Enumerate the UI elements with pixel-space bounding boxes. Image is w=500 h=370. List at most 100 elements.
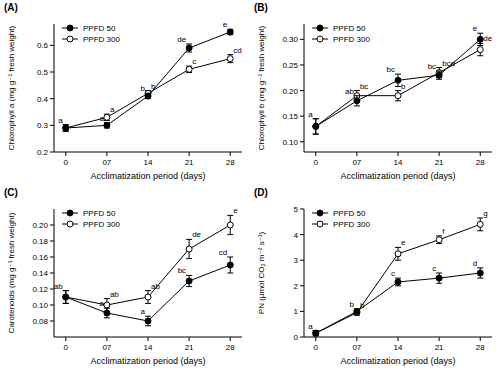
y-tick	[300, 64, 304, 65]
data-point	[395, 279, 401, 285]
panel-label: (C)	[4, 187, 18, 198]
error-bar	[436, 71, 442, 79]
data-point	[436, 237, 442, 243]
error-bar	[145, 291, 151, 304]
error-cap	[186, 286, 192, 287]
legend-marker	[317, 36, 323, 42]
y-tick-label: 0	[294, 333, 299, 342]
y-tick	[300, 234, 304, 235]
letters: abccdaabdee	[58, 20, 241, 124]
legend: PPFD 50PPFD 300	[312, 24, 370, 44]
data-point	[313, 123, 319, 129]
panel: (C)0071421280.080.100.120.140.160.180.20…	[4, 187, 242, 366]
error-bar	[63, 125, 69, 131]
page: {"chart_data": [ {"type": "line", "title…	[0, 0, 500, 370]
significance-letter: bc	[387, 65, 395, 74]
error-cap	[395, 260, 401, 261]
error-bar	[104, 123, 110, 128]
series-line	[316, 39, 481, 126]
error-bar	[436, 236, 442, 244]
error-bar	[186, 275, 192, 286]
legend-marker	[317, 221, 323, 227]
panel: (D)007142128012345Acclimatization period…	[254, 187, 492, 366]
x-tick-label: 07	[352, 158, 361, 167]
y-tick-label: 0.14	[32, 269, 48, 278]
x-axis-label: Acclimatization period (days)	[340, 171, 455, 181]
data-point	[63, 294, 69, 300]
error-bar	[395, 91, 401, 101]
error-cap	[227, 273, 233, 274]
data-point	[63, 125, 69, 131]
data-point	[145, 318, 151, 324]
y-tick-label: 0.4	[37, 95, 49, 104]
significance-letter: b	[349, 300, 354, 309]
figure: (A)0071421280.20.30.40.50.6Acclimatizati…	[0, 0, 500, 370]
x-tick	[398, 337, 399, 341]
y-tick	[300, 116, 304, 117]
legend-label: PPFD 300	[83, 35, 120, 44]
error-cap	[104, 308, 110, 309]
legend-marker	[317, 210, 323, 216]
y-tick-label: 0.18	[32, 237, 48, 246]
legend-marker	[67, 210, 73, 216]
data-point	[477, 221, 483, 227]
error-bar	[145, 93, 151, 98]
x-tick-label: 0	[64, 158, 69, 167]
data-point	[354, 98, 360, 104]
significance-letter: bc	[178, 266, 186, 275]
x-axis-label: Acclimatization period (days)	[90, 356, 205, 366]
data-point	[186, 66, 192, 72]
significance-letter: a	[308, 322, 313, 331]
error-bar	[436, 273, 442, 283]
x-tick	[480, 152, 481, 156]
legend: PPFD 50 PPFD 300	[62, 24, 120, 44]
error-cap	[227, 257, 233, 258]
significance-letter: a	[110, 105, 115, 114]
x-tick-label: 21	[185, 158, 194, 167]
x-tick-label: 07	[102, 158, 111, 167]
error-cap	[477, 230, 483, 231]
x-tick-label: 07	[352, 343, 361, 352]
y-tick-label: 2	[294, 282, 299, 291]
y-tick-label: 4	[294, 231, 299, 240]
y-tick-label: 0.12	[32, 285, 48, 294]
significance-letter: a	[99, 299, 104, 308]
error-cap	[186, 44, 192, 45]
error-bar	[313, 119, 319, 134]
significance-letter: g	[483, 209, 487, 218]
y-tick-label: 5	[294, 205, 299, 214]
data-point	[395, 93, 401, 99]
y-tick	[300, 285, 304, 286]
error-bar	[104, 308, 110, 318]
error-cap	[354, 95, 360, 96]
error-cap	[477, 278, 483, 279]
y-tick-label: 0.6	[37, 41, 49, 50]
y-tick	[50, 152, 54, 153]
x-tick-label: 28	[476, 158, 485, 167]
significance-letter: cd	[219, 248, 227, 257]
error-bar	[313, 331, 319, 336]
legend-marker	[67, 36, 73, 42]
legend-label: PPFD 50	[83, 24, 116, 33]
error-bar	[186, 44, 192, 52]
x-tick	[65, 152, 66, 156]
significance-letter: c	[432, 264, 436, 273]
significance-letter: c	[391, 269, 395, 278]
error-cap	[63, 303, 69, 304]
error-bar	[186, 66, 192, 72]
legend: PPFD 50PPFD 300	[312, 209, 370, 229]
data-point	[395, 251, 401, 257]
x-tick	[439, 337, 440, 341]
data-point	[145, 93, 151, 99]
y-tick	[300, 311, 304, 312]
y-axis-label: PN (µmol CO₂ m⁻² s⁻¹)	[257, 231, 266, 314]
significance-letter: b	[151, 82, 156, 91]
data-point	[436, 72, 442, 78]
error-bar	[227, 55, 233, 63]
error-cap	[63, 303, 69, 304]
error-cap	[436, 283, 442, 284]
series-line	[316, 273, 481, 333]
significance-letter: e	[223, 20, 228, 29]
significance-letter: a	[99, 114, 104, 123]
significance-letter: c	[192, 57, 196, 66]
